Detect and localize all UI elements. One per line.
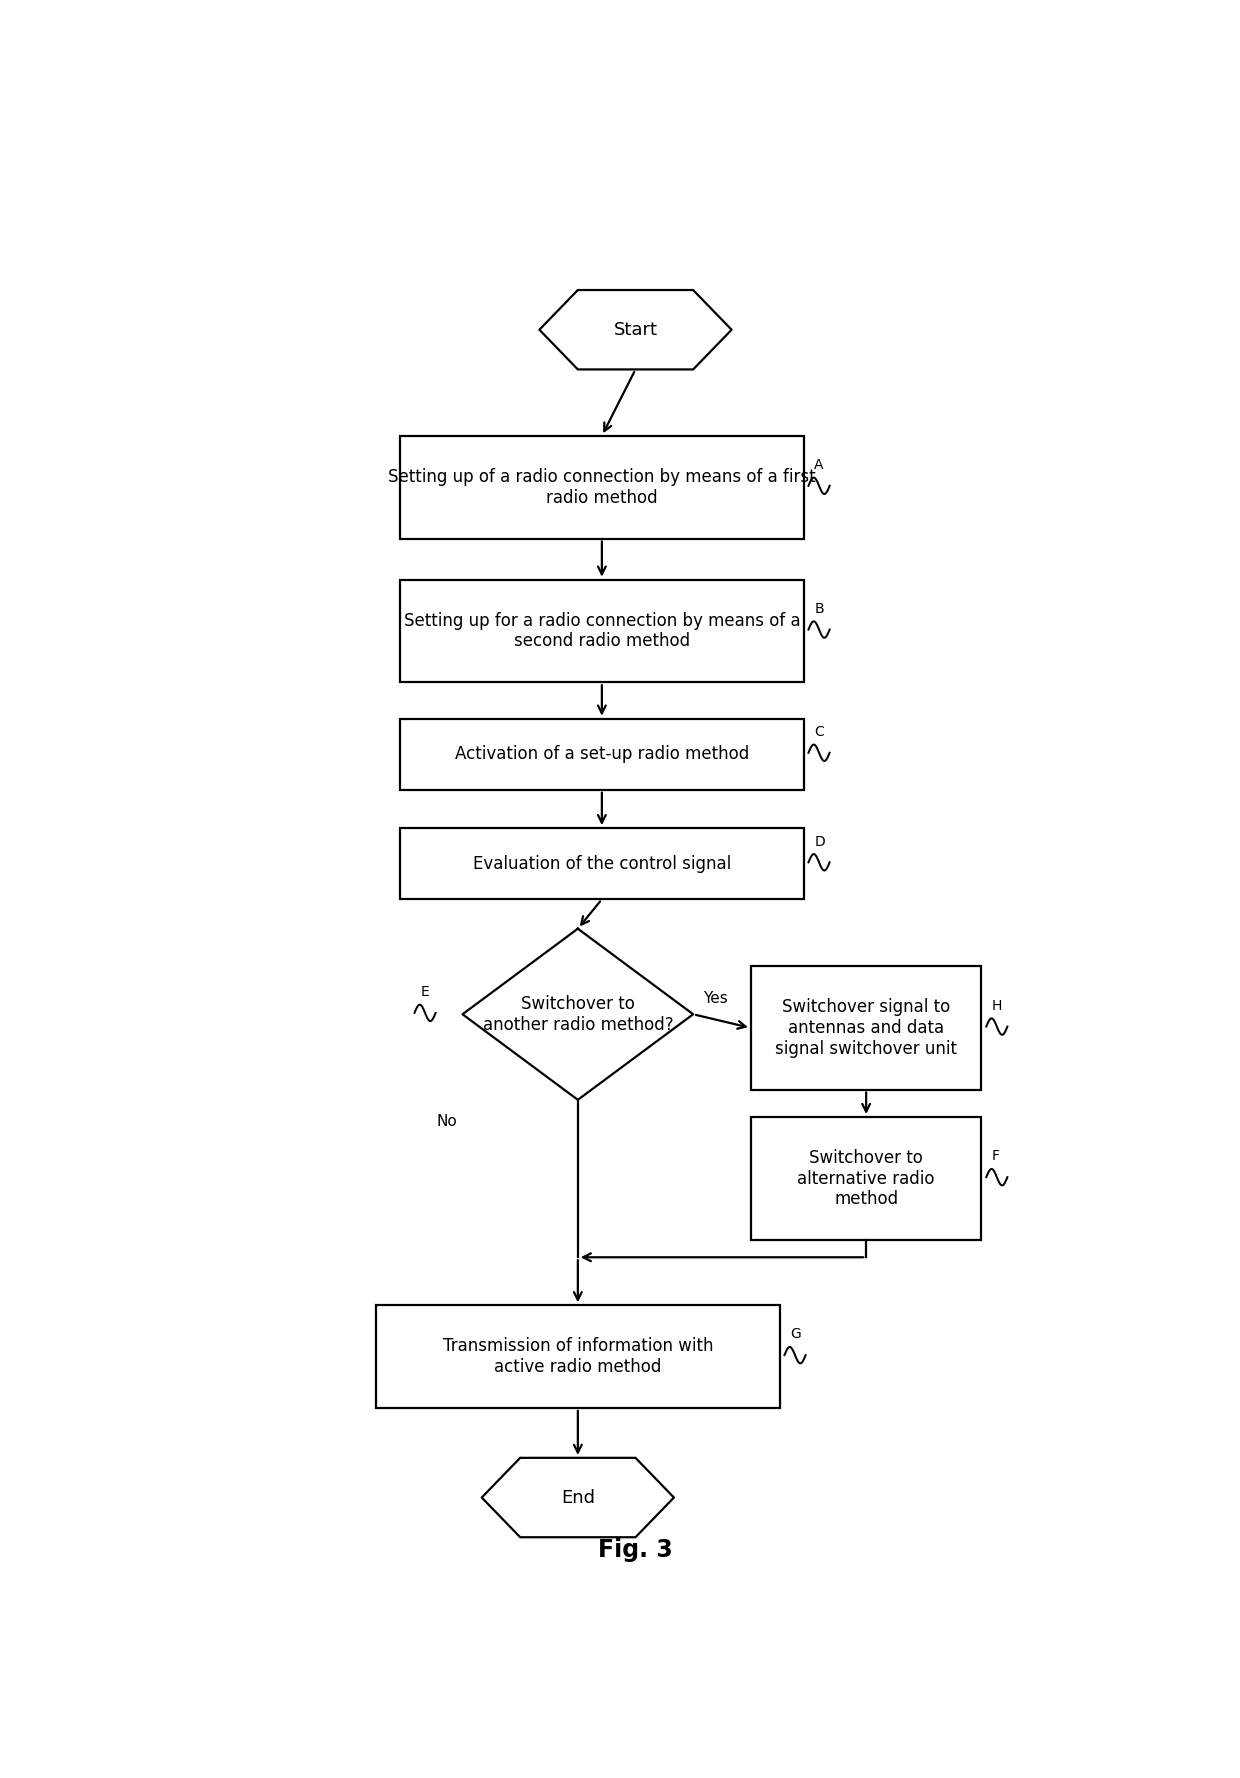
Text: Evaluation of the control signal: Evaluation of the control signal — [472, 855, 732, 873]
Text: F: F — [992, 1150, 999, 1163]
Text: Fig. 3: Fig. 3 — [598, 1538, 673, 1561]
Text: A: A — [815, 459, 823, 473]
Text: Activation of a set-up radio method: Activation of a set-up radio method — [455, 745, 749, 763]
Text: End: End — [560, 1488, 595, 1506]
Text: C: C — [815, 725, 825, 740]
Text: Setting up for a radio connection by means of a
second radio method: Setting up for a radio connection by mea… — [403, 612, 800, 651]
Text: D: D — [815, 834, 825, 848]
Text: E: E — [420, 985, 429, 999]
Text: Transmission of information with
active radio method: Transmission of information with active … — [443, 1337, 713, 1376]
Bar — [401, 580, 804, 683]
Text: No: No — [436, 1113, 458, 1129]
Bar — [401, 829, 804, 900]
Text: Start: Start — [614, 320, 657, 340]
Bar — [376, 1305, 780, 1408]
Text: B: B — [815, 603, 823, 615]
Text: Switchover to
alternative radio
method: Switchover to alternative radio method — [797, 1149, 935, 1209]
Text: Yes: Yes — [703, 990, 728, 1006]
Bar — [751, 965, 982, 1090]
Bar — [401, 436, 804, 539]
Text: G: G — [790, 1328, 801, 1341]
Text: H: H — [992, 999, 1002, 1013]
Bar — [401, 718, 804, 789]
Text: Switchover signal to
antennas and data
signal switchover unit: Switchover signal to antennas and data s… — [775, 997, 957, 1058]
Text: Switchover to
another radio method?: Switchover to another radio method? — [482, 996, 673, 1033]
Text: Setting up of a radio connection by means of a first
radio method: Setting up of a radio connection by mean… — [388, 468, 816, 507]
Bar — [751, 1117, 982, 1241]
